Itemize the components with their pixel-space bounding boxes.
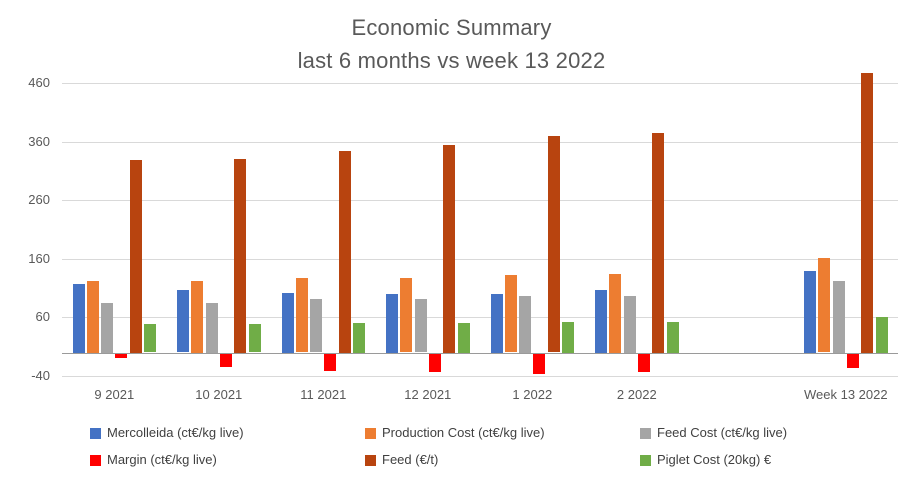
bar-margin-10-2021 bbox=[219, 353, 232, 368]
y-axis-tick-label: 460 bbox=[28, 75, 50, 90]
legend-label: Margin (ct€/kg live) bbox=[107, 452, 217, 467]
bar-feed-10-2021 bbox=[234, 159, 247, 353]
bar-production-11-2021 bbox=[295, 278, 308, 353]
bar-feed-week-13-2022 bbox=[861, 73, 874, 353]
bar-mercolleida-11-2021 bbox=[281, 292, 294, 353]
bar-production-10-2021 bbox=[191, 280, 204, 353]
legend-item-piglet: Piglet Cost (20kg) € bbox=[640, 453, 771, 467]
bar-mercolleida-1-2022 bbox=[490, 294, 503, 353]
bar-margin-12-2021 bbox=[428, 353, 441, 373]
legend-swatch-icon bbox=[365, 427, 376, 439]
legend-item-margin: Margin (ct€/kg live) bbox=[90, 453, 217, 467]
legend-label: Feed (€/t) bbox=[382, 452, 439, 467]
bar-margin-week-13-2022 bbox=[846, 353, 859, 368]
y-axis-tick-label: -40 bbox=[31, 368, 50, 383]
legend-swatch-icon bbox=[90, 454, 101, 466]
bar-piglet-11-2021 bbox=[353, 322, 365, 353]
y-axis-tick-label: 360 bbox=[28, 133, 50, 149]
bar-margin-9-2021 bbox=[115, 353, 128, 358]
bar-piglet-1-2022 bbox=[562, 321, 574, 353]
legend-label: Feed Cost (ct€/kg live) bbox=[657, 425, 788, 440]
legend-item-feed: Feed Cost (ct€/kg live) bbox=[640, 426, 787, 440]
bar-feed-9-2021 bbox=[129, 160, 142, 353]
legend-item-mercolleida: Mercolleida (ct€/kg live) bbox=[90, 426, 244, 440]
gridline-y-360 bbox=[62, 141, 898, 143]
bar-margin-2-2022 bbox=[637, 353, 650, 372]
legend-item-production: Production Cost (ct€/kg live) bbox=[365, 426, 545, 440]
bar-piglet-week-13-2022 bbox=[875, 317, 888, 353]
bar-margin-11-2021 bbox=[324, 353, 337, 371]
y-axis-tick-label: 160 bbox=[28, 250, 50, 266]
gridline-y-460 bbox=[62, 83, 898, 84]
bar-mercolleida-2-2022 bbox=[595, 289, 607, 353]
bar-feed-2-2022 bbox=[623, 296, 636, 353]
gridline-y-260 bbox=[62, 200, 898, 202]
gridline-y-60 bbox=[62, 317, 898, 319]
x-axis-label-2-2022: 2 2022 bbox=[616, 387, 657, 402]
bar-feed-9-2021 bbox=[101, 302, 114, 353]
bar-feed-12-2021 bbox=[414, 299, 427, 353]
bar-piglet-12-2021 bbox=[457, 323, 470, 353]
chart-title: Economic Summary last 6 months vs week 1… bbox=[0, 11, 903, 77]
y-axis-tick-label: 260 bbox=[28, 192, 50, 208]
x-axis-label-11-2021: 11 2021 bbox=[300, 387, 347, 402]
bar-piglet-10-2021 bbox=[248, 323, 261, 353]
bar-mercolleida-9-2021 bbox=[72, 284, 85, 353]
bar-mercolleida-12-2021 bbox=[386, 294, 398, 353]
y-axis-tick-label: 60 bbox=[35, 309, 50, 325]
bar-production-12-2021 bbox=[400, 278, 413, 353]
bar-mercolleida-week-13-2022 bbox=[804, 270, 816, 353]
bar-production-1-2022 bbox=[504, 274, 517, 353]
x-axis-label-9-2021: 9 2021 bbox=[94, 387, 135, 402]
x-axis-label-1-2022: 1 2022 bbox=[512, 387, 553, 402]
bar-piglet-2-2022 bbox=[666, 321, 679, 353]
x-axis-label-week-13-2022: Week 13 2022 bbox=[803, 387, 888, 402]
bar-feed-10-2021 bbox=[205, 302, 218, 353]
legend-item-feed: Feed (€/t) bbox=[365, 453, 438, 467]
bar-feed-1-2022 bbox=[547, 136, 560, 353]
legend-swatch-icon bbox=[365, 454, 376, 466]
bar-production-week-13-2022 bbox=[818, 258, 831, 353]
chart-title-line-2: last 6 months vs week 13 2022 bbox=[297, 48, 606, 73]
bar-feed-11-2021 bbox=[310, 298, 323, 353]
bar-feed-1-2022 bbox=[519, 296, 532, 353]
bar-mercolleida-10-2021 bbox=[177, 290, 189, 353]
x-axis-label-12-2021: 12 2021 bbox=[404, 387, 452, 402]
bar-production-2-2022 bbox=[609, 274, 622, 353]
legend-label: Production Cost (ct€/kg live) bbox=[382, 425, 545, 440]
legend-swatch-icon bbox=[90, 427, 101, 439]
bar-feed-2-2022 bbox=[652, 132, 665, 353]
bar-feed-12-2021 bbox=[443, 144, 456, 353]
bar-feed-week-13-2022 bbox=[832, 280, 845, 353]
legend-swatch-icon bbox=[640, 427, 651, 439]
gridline-y-160 bbox=[62, 258, 898, 260]
bar-piglet-9-2021 bbox=[144, 323, 156, 353]
bar-production-9-2021 bbox=[86, 280, 99, 353]
bar-feed-11-2021 bbox=[338, 151, 351, 353]
chart-title-line-1: Economic Summary bbox=[351, 15, 552, 40]
legend-swatch-icon bbox=[640, 454, 651, 466]
x-axis-label-10-2021: 10 2021 bbox=[195, 387, 243, 402]
gridline-y--40 bbox=[62, 376, 898, 377]
bar-margin-1-2022 bbox=[533, 353, 546, 375]
legend-label: Piglet Cost (20kg) € bbox=[657, 452, 772, 467]
x-axis-line bbox=[62, 352, 898, 354]
legend-label: Mercolleida (ct€/kg live) bbox=[107, 425, 244, 440]
